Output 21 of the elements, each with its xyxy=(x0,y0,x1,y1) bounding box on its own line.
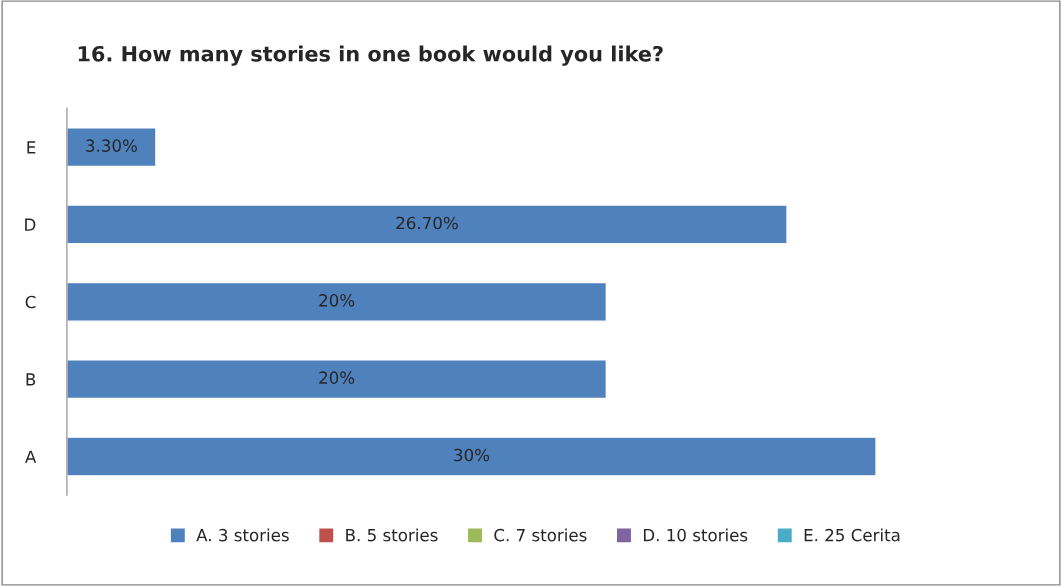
legend-label: D. 10 stories xyxy=(643,528,748,542)
y-tick-label: D xyxy=(25,218,36,231)
data-label: 20% xyxy=(319,371,355,384)
bar xyxy=(66,127,157,168)
chart-title: 16. How many stories in one book would you like? xyxy=(78,45,663,66)
legend-label: C. 7 stories xyxy=(494,528,587,542)
y-tick-label: A xyxy=(25,450,37,463)
y-tick-label: E xyxy=(27,141,36,154)
bar xyxy=(66,359,608,400)
bar xyxy=(66,204,788,245)
legend-label: B. 5 stories xyxy=(346,528,438,542)
data-label: 20% xyxy=(319,294,355,307)
data-label: 26.70% xyxy=(396,216,458,230)
y-tick-label: C xyxy=(25,295,36,309)
legend-label: A. 3 stories xyxy=(196,528,289,542)
y-tick-label: B xyxy=(26,373,36,386)
legend-label: E. 25 Cerita xyxy=(804,528,900,542)
data-label: 3.30% xyxy=(86,139,137,152)
bar xyxy=(66,281,608,322)
data-label: 30% xyxy=(454,448,490,462)
bar xyxy=(66,436,877,477)
